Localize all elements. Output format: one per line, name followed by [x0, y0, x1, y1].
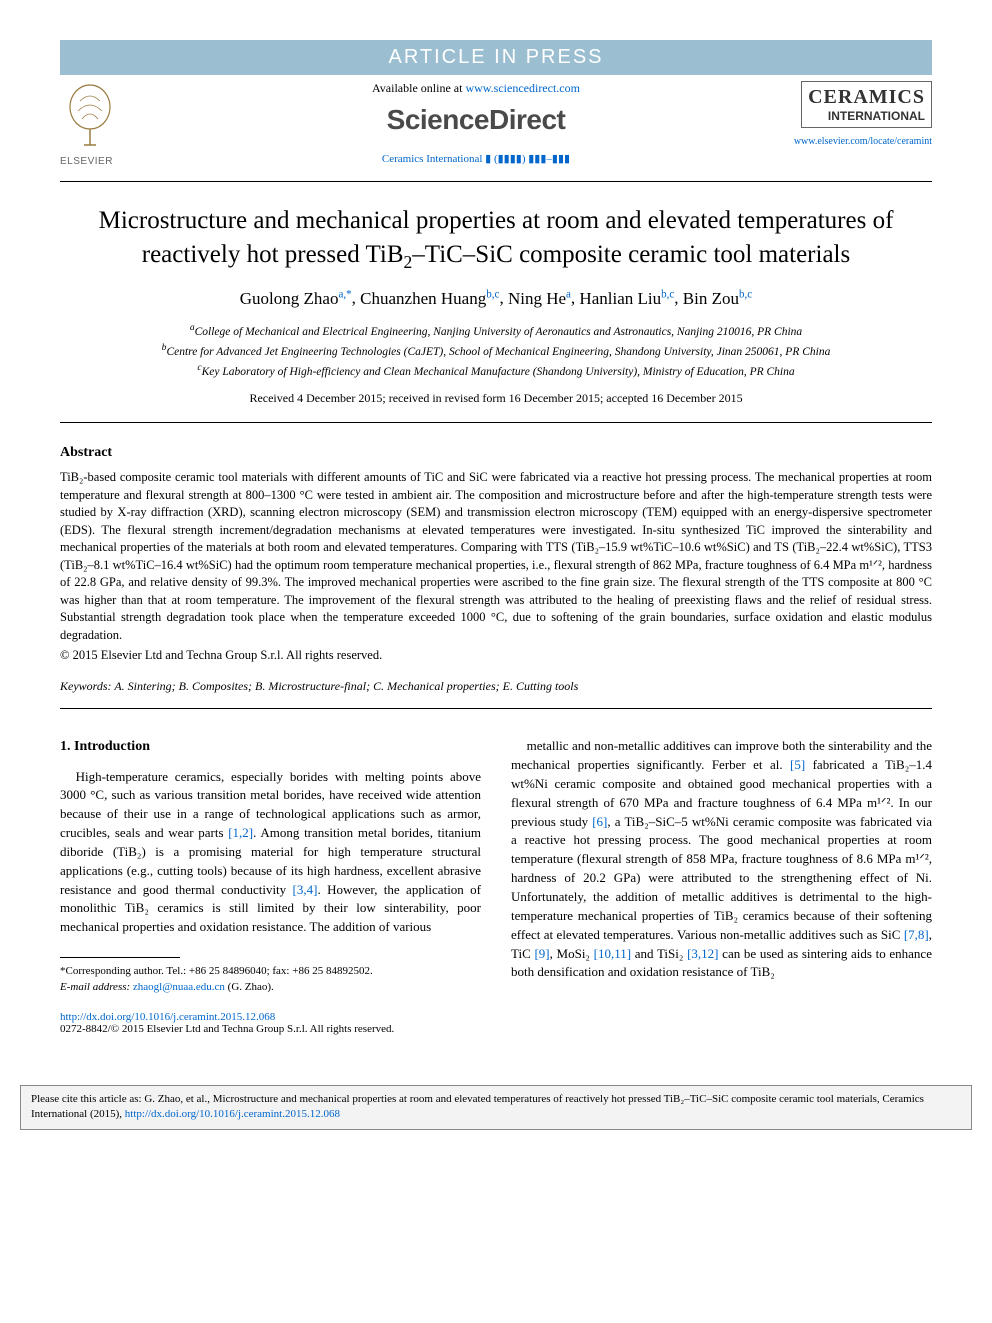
- affiliations: aCollege of Mechanical and Electrical En…: [60, 321, 932, 381]
- citation-link[interactable]: [5]: [790, 757, 805, 772]
- elsevier-label: ELSEVIER: [60, 156, 160, 167]
- citation-link[interactable]: [3,4]: [293, 882, 318, 897]
- abstract-text: TiB₂-based composite ceramic tool materi…: [60, 469, 932, 644]
- journal-subtitle: INTERNATIONAL: [808, 109, 925, 123]
- citation-link[interactable]: [9]: [534, 946, 549, 961]
- divider: [60, 422, 932, 423]
- keywords-text: A. Sintering; B. Composites; B. Microstr…: [112, 679, 579, 693]
- footnote-corr: *Corresponding author. Tel.: +86 25 8489…: [60, 964, 481, 979]
- citation-link[interactable]: [7,8]: [904, 927, 929, 942]
- body-columns: 1. Introduction High-temperature ceramic…: [60, 737, 932, 995]
- citation-link[interactable]: [3,12]: [687, 946, 718, 961]
- affiliation: aCollege of Mechanical and Electrical En…: [60, 321, 932, 341]
- article-dates: Received 4 December 2015; received in re…: [60, 391, 932, 406]
- header: ELSEVIER Available online at www.science…: [60, 81, 932, 167]
- section-heading: 1. Introduction: [60, 737, 481, 757]
- available-online: Available online at www.sciencedirect.co…: [160, 81, 792, 96]
- author: Ning Hea: [508, 289, 571, 308]
- elsevier-logo: ELSEVIER: [60, 81, 160, 167]
- title-sub: 2: [404, 252, 413, 272]
- sciencedirect-logo: ScienceDirect: [160, 104, 792, 136]
- doi-block: http://dx.doi.org/10.1016/j.ceramint.201…: [60, 1011, 932, 1035]
- intro-paragraph-left: High-temperature ceramics, especially bo…: [60, 768, 481, 938]
- journal-homepage-link[interactable]: www.elsevier.com/locate/ceramint: [792, 136, 932, 147]
- keywords: Keywords: A. Sintering; B. Composites; B…: [60, 679, 932, 694]
- author: Hanlian Liub,c: [579, 289, 674, 308]
- left-column: 1. Introduction High-temperature ceramic…: [60, 737, 481, 995]
- title-post: –TiC–SiC composite ceramic tool material…: [412, 241, 850, 268]
- abstract-heading: Abstract: [60, 445, 932, 461]
- elsevier-tree-icon: [60, 81, 120, 151]
- affiliation: bCentre for Advanced Jet Engineering Tec…: [60, 341, 932, 361]
- affiliation: cKey Laboratory of High-efficiency and C…: [60, 361, 932, 381]
- journal-logo-block: CERAMICS INTERNATIONAL www.elsevier.com/…: [792, 81, 932, 147]
- divider: [60, 708, 932, 709]
- corresponding-author-footnote: *Corresponding author. Tel.: +86 25 8489…: [60, 964, 481, 995]
- intro-paragraph-right: metallic and non-metallic additives can …: [511, 737, 932, 982]
- citation-box: Please cite this article as: G. Zhao, et…: [20, 1085, 972, 1130]
- header-center: Available online at www.sciencedirect.co…: [160, 81, 792, 165]
- doi-link[interactable]: http://dx.doi.org/10.1016/j.ceramint.201…: [60, 1011, 275, 1023]
- journal-title: CERAMICS: [808, 86, 925, 109]
- citation-doi-link[interactable]: http://dx.doi.org/10.1016/j.ceramint.201…: [125, 1108, 340, 1120]
- citation-link[interactable]: [10,11]: [594, 946, 631, 961]
- author: Guolong Zhaoa,*: [240, 289, 352, 308]
- author: Chuanzhen Huangb,c: [360, 289, 499, 308]
- journal-reference[interactable]: Ceramics International ▮ (▮▮▮▮) ▮▮▮–▮▮▮: [160, 152, 792, 165]
- author: Bin Zoub,c: [683, 289, 752, 308]
- article-title: Microstructure and mechanical properties…: [60, 204, 932, 274]
- citation-link[interactable]: [1,2]: [228, 825, 253, 840]
- right-column: metallic and non-metallic additives can …: [511, 737, 932, 995]
- divider: [60, 181, 932, 182]
- sciencedirect-url-link[interactable]: www.sciencedirect.com: [465, 81, 580, 95]
- article-in-press-banner: ARTICLE IN PRESS: [60, 40, 932, 75]
- footnote-divider: [60, 957, 180, 958]
- footnote-email-suffix: (G. Zhao).: [225, 981, 274, 993]
- abstract-copyright: © 2015 Elsevier Ltd and Techna Group S.r…: [60, 648, 932, 663]
- footnote-email-label: E-mail address:: [60, 981, 133, 993]
- available-prefix: Available online at: [372, 81, 465, 95]
- authors-list: Guolong Zhaoa,*, Chuanzhen Huangb,c, Nin…: [60, 288, 932, 309]
- citation-link[interactable]: [6]: [592, 814, 607, 829]
- footnote-email-link[interactable]: zhaogl@nuaa.edu.cn: [133, 981, 225, 993]
- issn-copyright: 0272-8842/© 2015 Elsevier Ltd and Techna…: [60, 1023, 932, 1035]
- keywords-label: Keywords:: [60, 679, 112, 693]
